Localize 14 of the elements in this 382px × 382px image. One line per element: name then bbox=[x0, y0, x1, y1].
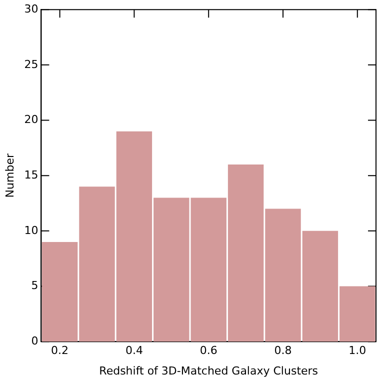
x-tick-label: 0.8 bbox=[274, 344, 292, 358]
y-tick-label: 15 bbox=[24, 168, 38, 182]
y-tick-label: 30 bbox=[24, 2, 38, 16]
x-tick-label: 1.0 bbox=[348, 344, 366, 358]
y-tick-label: 25 bbox=[24, 58, 38, 71]
y-tick-label: 0 bbox=[31, 334, 38, 348]
x-tick-label: 0.4 bbox=[125, 344, 143, 358]
y-tick-label: 10 bbox=[24, 224, 38, 237]
x-tick-label: 0.2 bbox=[51, 344, 69, 358]
y-tick-label: 5 bbox=[31, 279, 38, 292]
y-axis-title: Number bbox=[3, 153, 16, 198]
x-axis-title: Redshift of 3D-Matched Galaxy Clusters bbox=[99, 364, 318, 378]
x-tick-label: 0.6 bbox=[200, 344, 218, 358]
y-tick-label: 20 bbox=[24, 113, 38, 126]
